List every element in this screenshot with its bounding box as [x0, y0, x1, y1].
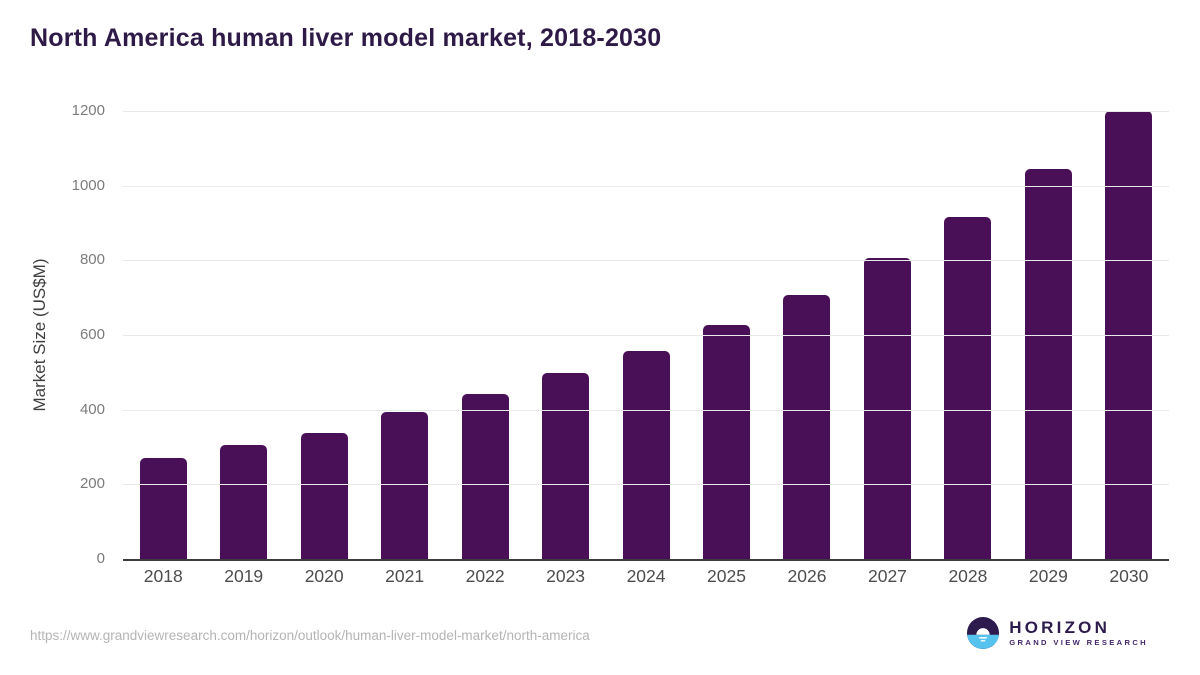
- bar-column-2020: [284, 111, 364, 559]
- y-tick-label-600: 600: [79, 326, 105, 343]
- y-tick-label-400: 400: [79, 400, 105, 418]
- x-tick-label-2019: 2019: [224, 566, 264, 586]
- bar-column-2023: [525, 111, 605, 559]
- bar-2028: [944, 217, 992, 559]
- x-tick-label-2018: 2018: [143, 566, 183, 586]
- gridline-1000: [123, 185, 1169, 187]
- bar-column-2025: [686, 111, 766, 559]
- horizon-logo-name: HORIZON: [1009, 618, 1111, 637]
- bar-2018: [139, 458, 187, 559]
- x-tick-label-2022: 2022: [465, 566, 505, 586]
- x-tick-label-2025: 2025: [707, 566, 746, 586]
- y-tick-label-800: 800: [79, 251, 105, 269]
- horizon-logo-subtext: GRAND VIEW RESEARCH: [1009, 638, 1148, 647]
- bar-2029: [1024, 168, 1072, 559]
- chart-title: North America human liver model market, …: [30, 24, 662, 52]
- x-tick-label-2026: 2026: [787, 566, 827, 586]
- bar-2026: [783, 294, 831, 559]
- gridline-400: [123, 409, 1169, 411]
- bar-series: [123, 111, 1169, 559]
- y-tick-label-0: 0: [96, 550, 105, 567]
- bar-column-2026: [767, 111, 847, 559]
- bar-2023: [542, 373, 590, 559]
- y-tick-label-200: 200: [79, 475, 105, 493]
- plot-area: [123, 111, 1169, 561]
- bar-column-2019: [203, 111, 283, 559]
- x-tick-label-2023: 2023: [546, 566, 586, 586]
- x-axis-tick-labels: 2018 2019 2020 2021 2022 2023 2024 2025 2026 2027…: [123, 566, 1169, 587]
- gridline-200: [123, 484, 1169, 486]
- bar-2019: [220, 445, 268, 559]
- bar-column-2028: [928, 111, 1008, 559]
- bar-column-2024: [606, 111, 686, 559]
- gridline-1200: [123, 111, 1169, 112]
- x-tick-label-2028: 2028: [948, 566, 988, 586]
- bar-2027: [863, 258, 911, 559]
- x-tick-label-2020: 2020: [304, 566, 344, 586]
- x-tick-label-2027: 2027: [867, 566, 907, 586]
- bar-2022: [461, 393, 509, 559]
- horizon-logo: HORIZON GRAND VIEW RESEARCH: [967, 617, 1148, 649]
- y-tick-label-1200: 1200: [71, 102, 105, 119]
- bar-column-2018: [123, 111, 203, 559]
- bar-2025: [703, 324, 751, 559]
- gridline-800: [123, 260, 1169, 262]
- x-tick-label-2021: 2021: [385, 566, 425, 586]
- bar-2024: [622, 351, 670, 559]
- bar-column-2027: [847, 111, 927, 559]
- horizon-logo-text: HORIZON GRAND VIEW RESEARCH: [1009, 618, 1148, 648]
- y-tick-label-1000: 1000: [71, 176, 105, 194]
- x-tick-label-2024: 2024: [626, 566, 666, 586]
- gridline-600: [123, 335, 1169, 336]
- x-tick-label-2030: 2030: [1109, 566, 1149, 586]
- bar-column-2029: [1008, 111, 1088, 559]
- horizon-logo-icon: [967, 617, 1000, 649]
- y-axis-tick-labels: 0 200 400 600 800 1000 1200: [0, 102, 105, 567]
- bar-2020: [300, 432, 348, 559]
- bar-column-2022: [445, 111, 525, 559]
- source-url: https://www.grandviewresearch.com/horizo…: [30, 628, 590, 643]
- x-tick-label-2029: 2029: [1028, 566, 1068, 586]
